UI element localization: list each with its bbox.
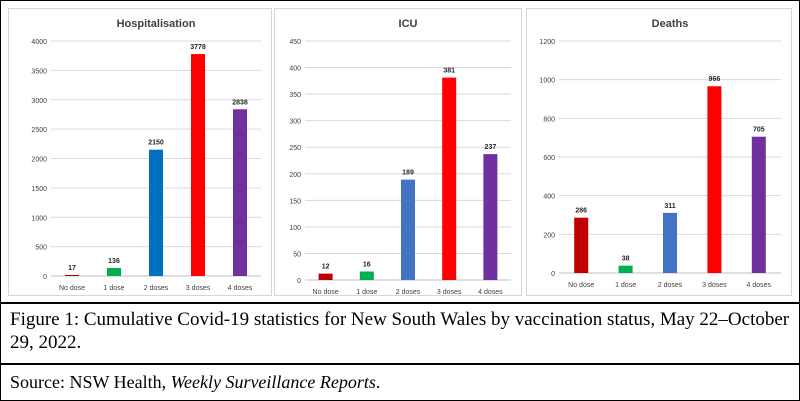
icu-y-tick-label: 150 (289, 198, 301, 205)
deaths-y-tick-label: 1200 (539, 39, 555, 46)
hospitalisation-y-tick-label: 4000 (31, 39, 47, 46)
hospitalisation-bar (191, 54, 205, 277)
deaths-y-tick-label: 800 (543, 116, 555, 123)
icu-y-tick-label: 250 (289, 145, 301, 152)
divider-bottom (0, 363, 800, 365)
icu-bar (318, 273, 333, 280)
icu-chart-panel: ICU 0 50 100 150 200 250 300 350 400 450 12 No dose 1… (274, 8, 522, 296)
source-title: Weekly Surveillance Reports (170, 372, 376, 392)
deaths-data-label: 966 (709, 76, 721, 83)
deaths-chart-title: Deaths (652, 18, 689, 30)
hospitalisation-y-tick-label: 3500 (31, 68, 47, 75)
hospitalisation-data-label: 2150 (148, 140, 164, 147)
source-caption: Source: NSW Health, Weekly Surveillance … (10, 371, 380, 394)
hospitalisation-category-label: 4 doses (228, 285, 253, 292)
deaths-chart: Deaths 0 200 400 600 800 1000 1200 286 No dose 38 1… (539, 18, 781, 289)
icu-data-label: 381 (443, 68, 455, 75)
hospitalisation-y-tick-label: 1000 (31, 215, 47, 222)
hospitalisation-chart-panel: Hospitalisation 0 500 1000 1500 2000 2500 3000 3… (8, 8, 272, 296)
icu-data-label: 12 (322, 264, 330, 271)
deaths-y-tick-label: 200 (543, 232, 555, 239)
icu-y-tick-label: 350 (289, 92, 301, 99)
icu-y-tick-label: 200 (289, 172, 301, 179)
icu-category-label: No dose (313, 289, 339, 295)
deaths-category-label: 4 doses (747, 282, 772, 289)
icu-category-label: 4 doses (478, 289, 503, 295)
hospitalisation-chart: Hospitalisation 0 500 1000 1500 2000 2500 3000 3… (31, 18, 261, 292)
icu-bar (401, 179, 415, 280)
charts-row: Hospitalisation 0 500 1000 1500 2000 2500 3000 3… (2, 2, 798, 301)
deaths-bar (618, 265, 633, 273)
icu-y-tick-label: 400 (289, 66, 301, 73)
deaths-y-tick-label: 400 (543, 194, 555, 201)
hospitalisation-data-label: 136 (108, 258, 120, 265)
hospitalisation-category-label: 1 dose (103, 285, 124, 292)
hospitalisation-bar (107, 268, 121, 276)
deaths-y-tick-label: 0 (551, 271, 555, 278)
icu-y-tick-label: 0 (297, 278, 301, 285)
hospitalisation-category-label: No dose (59, 285, 85, 292)
hospitalisation-y-tick-label: 0 (43, 274, 47, 281)
source-prefix: Source: NSW Health, (10, 372, 171, 392)
icu-y-tick-label: 100 (289, 225, 301, 232)
deaths-bar (574, 217, 589, 273)
hospitalisation-category-label: 2 doses (144, 285, 169, 292)
hospitalisation-y-tick-label: 1500 (31, 186, 47, 193)
deaths-y-tick-label: 1000 (539, 78, 555, 85)
deaths-data-label: 311 (664, 203, 675, 210)
deaths-data-label: 705 (753, 127, 765, 134)
hospitalisation-y-tick-label: 3000 (31, 98, 47, 105)
divider-top (0, 302, 800, 304)
source-suffix: . (375, 372, 381, 392)
deaths-category-label: 2 doses (658, 282, 683, 289)
icu-category-label: 1 dose (356, 289, 377, 295)
deaths-data-label: 38 (622, 256, 630, 263)
icu-bar (483, 154, 498, 280)
icu-chart-title: ICU (399, 18, 418, 30)
hospitalisation-category-label: 3 doses (186, 285, 211, 292)
deaths-category-label: 3 doses (702, 282, 727, 289)
hospitalisation-bar (149, 149, 163, 276)
icu-category-label: 2 doses (396, 289, 421, 295)
figure-caption: Figure 1: Cumulative Covid-19 statistics… (10, 308, 790, 354)
icu-data-label: 237 (485, 144, 497, 151)
hospitalisation-chart-title: Hospitalisation (117, 18, 196, 30)
hospitalisation-bar (65, 275, 79, 276)
icu-data-label: 189 (402, 170, 414, 177)
deaths-bar (751, 136, 766, 273)
hospitalisation-bar (233, 109, 247, 276)
deaths-bar (707, 86, 722, 274)
deaths-bar (663, 212, 677, 273)
deaths-chart-panel: Deaths 0 200 400 600 800 1000 1200 286 No dose 38 1… (526, 8, 792, 296)
icu-data-label: 16 (363, 262, 371, 269)
deaths-category-label: No dose (568, 282, 594, 289)
icu-y-tick-label: 450 (289, 39, 301, 46)
hospitalisation-y-tick-label: 500 (35, 245, 47, 252)
deaths-data-label: 286 (575, 208, 587, 215)
deaths-category-label: 1 dose (615, 282, 636, 289)
icu-chart: ICU 0 50 100 150 200 250 300 350 400 450 12 No dose 1… (289, 18, 511, 295)
hospitalisation-data-label: 2838 (232, 99, 248, 106)
hospitalisation-y-tick-label: 2500 (31, 127, 47, 134)
figure-caption-text: Figure 1: Cumulative Covid-19 statistics… (10, 309, 790, 353)
hospitalisation-y-tick-label: 2000 (31, 157, 47, 164)
hospitalisation-data-label: 3778 (190, 44, 206, 51)
hospitalisation-data-label: 17 (68, 265, 76, 272)
icu-y-tick-label: 50 (293, 251, 301, 258)
deaths-y-tick-label: 600 (543, 155, 555, 162)
icu-y-tick-label: 300 (289, 119, 301, 126)
icu-category-label: 3 doses (437, 289, 462, 295)
icu-bar (359, 271, 374, 280)
icu-bar (442, 77, 457, 280)
